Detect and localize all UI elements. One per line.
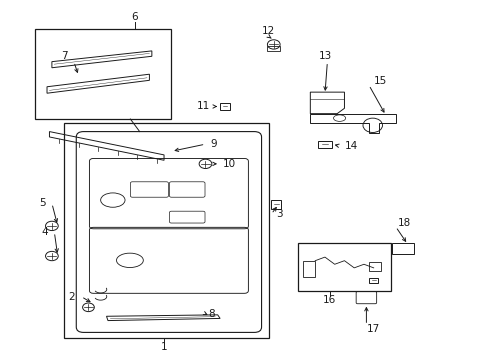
Bar <box>267 45 280 51</box>
Text: 5: 5 <box>39 198 45 208</box>
Bar <box>35 30 171 119</box>
Text: 16: 16 <box>323 295 336 305</box>
Text: 17: 17 <box>366 324 380 334</box>
Text: 18: 18 <box>397 218 410 228</box>
Bar <box>391 243 413 253</box>
Text: 11: 11 <box>197 102 210 112</box>
Text: 4: 4 <box>41 227 48 237</box>
Text: 2: 2 <box>68 292 75 302</box>
Bar <box>303 261 315 277</box>
Text: 12: 12 <box>262 26 275 36</box>
Bar <box>318 140 331 148</box>
Bar <box>220 103 229 110</box>
Text: 3: 3 <box>276 209 282 219</box>
Text: 6: 6 <box>131 12 138 22</box>
Bar <box>64 123 268 338</box>
Text: 8: 8 <box>207 310 214 319</box>
Text: 9: 9 <box>210 139 217 149</box>
Text: 13: 13 <box>318 51 331 61</box>
Bar <box>271 200 281 209</box>
Bar <box>298 243 390 291</box>
Bar <box>368 262 380 271</box>
Text: 7: 7 <box>61 51 67 61</box>
Bar <box>368 278 377 283</box>
Text: 14: 14 <box>344 141 357 151</box>
Text: 10: 10 <box>222 159 235 169</box>
Text: 15: 15 <box>373 76 386 86</box>
Text: 1: 1 <box>161 342 167 352</box>
